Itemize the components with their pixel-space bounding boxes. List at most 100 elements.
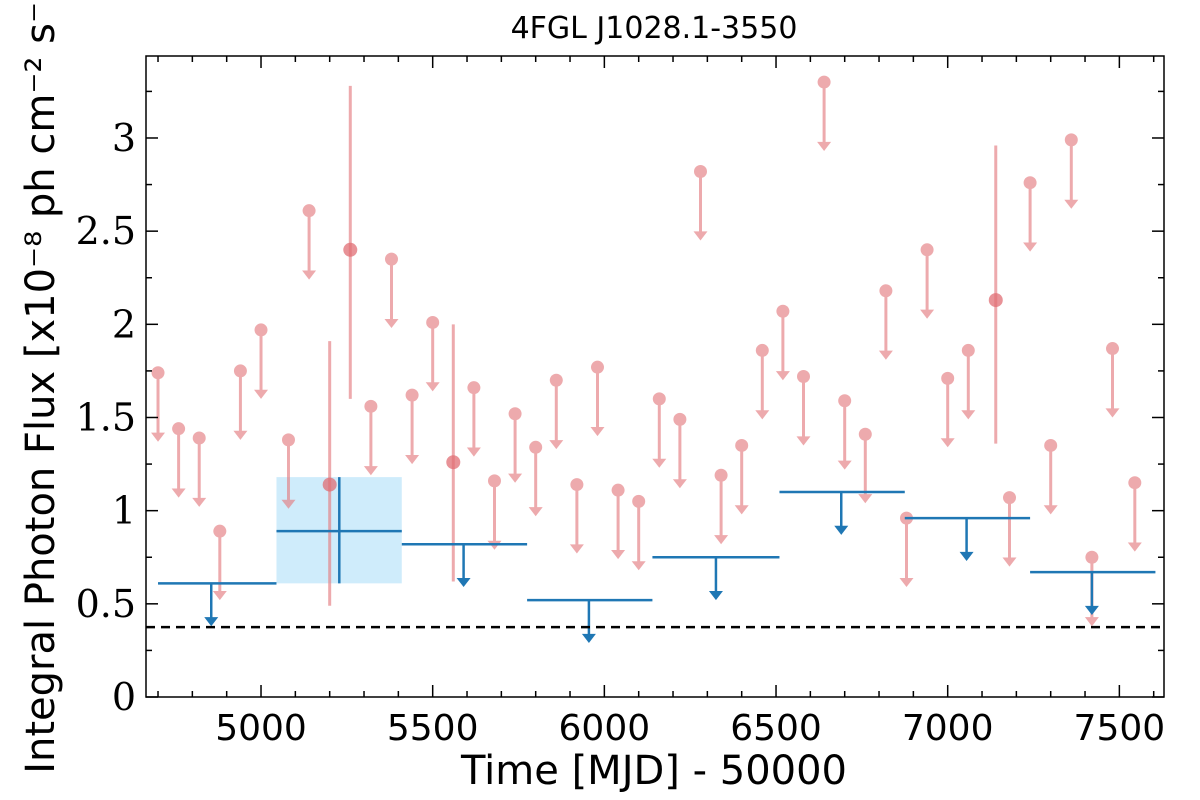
upper-limit-point (487, 474, 501, 488)
short-detection (988, 145, 1003, 444)
short-upper-limit (940, 371, 955, 448)
x-axis-label: Time [MJD] - 50000 (460, 748, 847, 794)
upper-limit-point (281, 433, 295, 447)
upper-limit-arrowhead (796, 436, 811, 446)
upper-limit-point (817, 75, 831, 89)
short-upper-limit (858, 427, 873, 504)
upper-limit-arrowhead (549, 440, 564, 450)
upper-limit-arrowhead (425, 382, 440, 392)
upper-limit-arrowhead (405, 454, 420, 465)
upper-limit-arrowhead (672, 479, 687, 489)
short-detection (322, 341, 337, 606)
upper-limit-point (364, 399, 378, 413)
upper-limit-arrowhead (714, 535, 729, 545)
upper-limit-point (1128, 476, 1142, 490)
upper-limit-arrowhead (1105, 408, 1120, 418)
upper-limit-point (941, 371, 955, 385)
short-upper-limit (212, 524, 227, 601)
upper-limit-point (302, 204, 316, 218)
upper-limit-point (426, 315, 440, 329)
long-detection (276, 477, 402, 584)
upper-limit-arrowhead (693, 231, 708, 241)
short-upper-limit (1064, 133, 1079, 209)
short-upper-limit (652, 392, 667, 468)
tick-labels: 5000 5500 6000 6500 7000 7500 0 0.5 1 1.5 2 2.5 3 (76, 116, 1166, 749)
y-tick-label: 0.5 (76, 582, 136, 626)
short-upper-limit (466, 381, 481, 457)
upper-limit-point (776, 304, 790, 318)
upper-limit-arrowhead (775, 371, 790, 381)
upper-limit-point (590, 360, 604, 374)
upper-limit-arrowhead (302, 270, 317, 280)
long-upper-limit-arrowhead (581, 633, 596, 643)
upper-limit-point (467, 381, 481, 395)
upper-limit-point (755, 343, 769, 357)
plot-frame (145, 55, 1165, 698)
upper-limit-arrowhead (652, 458, 667, 468)
short-upper-limit (693, 165, 708, 241)
upper-limit-point (405, 388, 419, 402)
upper-limit-point (879, 284, 893, 298)
upper-limit-point (508, 407, 522, 421)
upper-limit-point (735, 438, 749, 452)
upper-limit-point (1085, 550, 1099, 564)
long-upper-limit-arrowhead (834, 525, 849, 535)
upper-limit-arrowhead (281, 499, 296, 509)
long-upper-limit-arrowhead (708, 591, 723, 601)
upper-limit-arrowhead (837, 460, 852, 470)
short-upper-limit (714, 468, 729, 545)
x-tick-label: 7000 (902, 708, 994, 749)
short-upper-limit (734, 438, 749, 515)
short-upper-limit (1043, 438, 1058, 515)
short-upper-limit (233, 364, 248, 440)
short-upper-limit (487, 474, 502, 550)
upper-limit-arrowhead (192, 497, 207, 507)
short-upper-limit (528, 440, 543, 517)
long-upper-limit (652, 555, 780, 601)
upper-limit-arrowhead (1002, 557, 1017, 567)
upper-limit-arrowhead (569, 544, 584, 554)
upper-limit-arrowhead (961, 410, 976, 420)
short-upper-limit (508, 407, 523, 483)
upper-limit-point (1023, 176, 1037, 190)
short-upper-limit (1127, 476, 1142, 552)
short-upper-limit (920, 243, 935, 319)
short-detection (446, 324, 461, 582)
x-tick-label: 6500 (730, 708, 822, 749)
long-bins-layer (158, 477, 1156, 643)
short-upper-limit (775, 304, 790, 381)
detection-point (988, 293, 1003, 308)
upper-limit-arrowhead (755, 410, 770, 420)
x-tick-label: 5500 (387, 708, 479, 749)
detection-point (322, 477, 337, 492)
axes-layer (145, 55, 1165, 698)
short-upper-limit (363, 399, 378, 476)
short-upper-limit (192, 431, 207, 507)
upper-limit-point (151, 366, 165, 380)
upper-limit-arrowhead (940, 438, 955, 448)
upper-limit-point (714, 468, 728, 482)
upper-limit-arrowhead (528, 507, 543, 517)
long-upper-limit (904, 516, 1031, 561)
short-upper-limit (425, 315, 440, 392)
upper-limit-point (1002, 491, 1016, 505)
upper-limit-point (673, 412, 687, 426)
upper-limit-point (529, 440, 543, 454)
upper-limit-arrowhead (590, 427, 605, 437)
upper-limit-arrowhead (1064, 199, 1079, 209)
short-upper-limit (1002, 491, 1017, 567)
upper-limit-arrowhead (254, 389, 269, 399)
short-upper-limit (281, 433, 296, 509)
upper-limit-point (384, 252, 398, 266)
upper-limit-arrowhead (508, 473, 523, 483)
long-upper-limit (779, 490, 905, 535)
y-tick-label: 1.5 (76, 395, 136, 439)
short-upper-limit (817, 75, 832, 152)
short-upper-limit (171, 422, 186, 498)
upper-limit-point (652, 392, 666, 406)
x-tick-label: 5000 (215, 708, 307, 749)
upper-limit-arrowhead (171, 488, 186, 498)
y-tick-label: 3 (112, 116, 136, 160)
upper-limit-arrowhead (233, 430, 248, 440)
